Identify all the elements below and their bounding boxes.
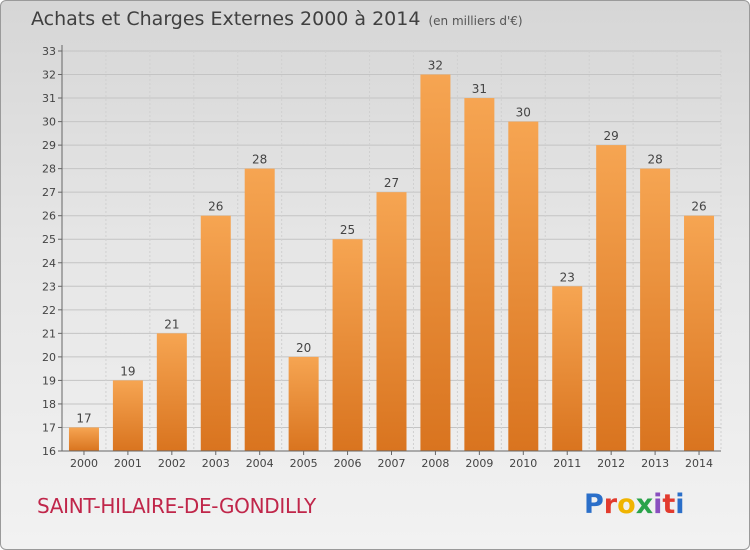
x-tick-label: 2010 [509,457,537,470]
x-tick-label: 2000 [70,457,98,470]
bar [376,192,407,452]
bars: 17 19 21 26 28 20 25 27 32 31 30 23 29 28 26 [68,59,715,452]
bar [684,215,715,451]
bar-value-label: 31 [472,82,487,96]
bar-value-label: 26 [691,200,706,214]
y-tick-label: 18 [42,398,56,411]
bar-value-label: 17 [76,411,91,425]
y-tick-label: 28 [42,163,56,176]
y-tick-label: 21 [42,327,56,340]
y-tick-label: 19 [42,374,56,387]
axes: 16 17 18 19 20 21 22 23 24 25 26 27 28 29 30 31 32 33 2000… [42,45,721,470]
y-tick-label: 24 [42,257,56,270]
bar [332,239,363,451]
y-tick-label: 32 [42,69,56,82]
bar-value-label: 20 [296,341,311,355]
bar-value-label: 29 [604,129,619,143]
bar-value-label: 21 [164,317,179,331]
y-tick-label: 30 [42,116,56,129]
y-tick-label: 20 [42,351,56,364]
bar [508,121,539,452]
bar-value-label: 23 [560,270,575,284]
y-tick-label: 17 [42,421,56,434]
y-tick-label: 31 [42,92,56,105]
bar-value-label: 32 [428,59,443,73]
x-tick-label: 2006 [334,457,362,470]
x-tick-label: 2002 [158,457,186,470]
y-tick-label: 26 [42,210,56,223]
bar [596,145,627,451]
logo-letter: t [662,489,676,520]
x-tick-label: 2001 [114,457,142,470]
bar [200,215,231,451]
logo-letter: i [653,489,663,520]
proxiti-logo: Proxiti [584,489,685,520]
commune-name: SAINT-HILAIRE-DE-GONDILLY [37,494,316,518]
bar [288,356,319,451]
bar [68,427,99,451]
chart-title: Achats et Charges Externes 2000 à 2014 [31,8,421,30]
bar-value-label: 26 [208,200,223,214]
x-tick-label: 2014 [685,457,713,470]
bar [420,74,451,451]
y-tick-label: 29 [42,139,56,152]
y-tick-label: 22 [42,304,56,317]
x-tick-label: 2005 [290,457,318,470]
chart-subtitle: (en milliers d'€) [428,14,523,28]
logo-letter: i [675,489,685,520]
logo-letter: r [603,489,618,520]
x-tick-label: 2008 [421,457,449,470]
bar [156,333,187,451]
logo-letter: x [635,489,654,520]
bar [244,168,275,451]
y-tick-label: 23 [42,280,56,293]
x-tick-label: 2013 [641,457,669,470]
bar [552,286,583,451]
y-tick-label: 33 [42,45,56,58]
bar [640,168,671,451]
bar [112,380,143,451]
x-tick-label: 2011 [553,457,581,470]
bar-value-label: 30 [516,106,531,120]
bar-value-label: 27 [384,176,399,190]
chart-title-block: Achats et Charges Externes 2000 à 2014 (e… [31,8,523,30]
x-tick-label: 2012 [597,457,625,470]
x-tick-label: 2004 [246,457,274,470]
bar-value-label: 25 [340,223,355,237]
logo-letter: o [617,489,636,520]
x-tick-label: 2009 [465,457,493,470]
bar-value-label: 19 [120,364,135,378]
bar-value-label: 28 [647,153,662,167]
x-tick-label: 2007 [378,457,406,470]
bar-value-label: 28 [252,153,267,167]
y-tick-label: 27 [42,186,56,199]
bar [464,98,495,451]
x-tick-label: 2003 [202,457,230,470]
y-tick-label: 16 [42,445,56,458]
y-tick-label: 25 [42,233,56,246]
logo-letter: P [584,489,604,520]
